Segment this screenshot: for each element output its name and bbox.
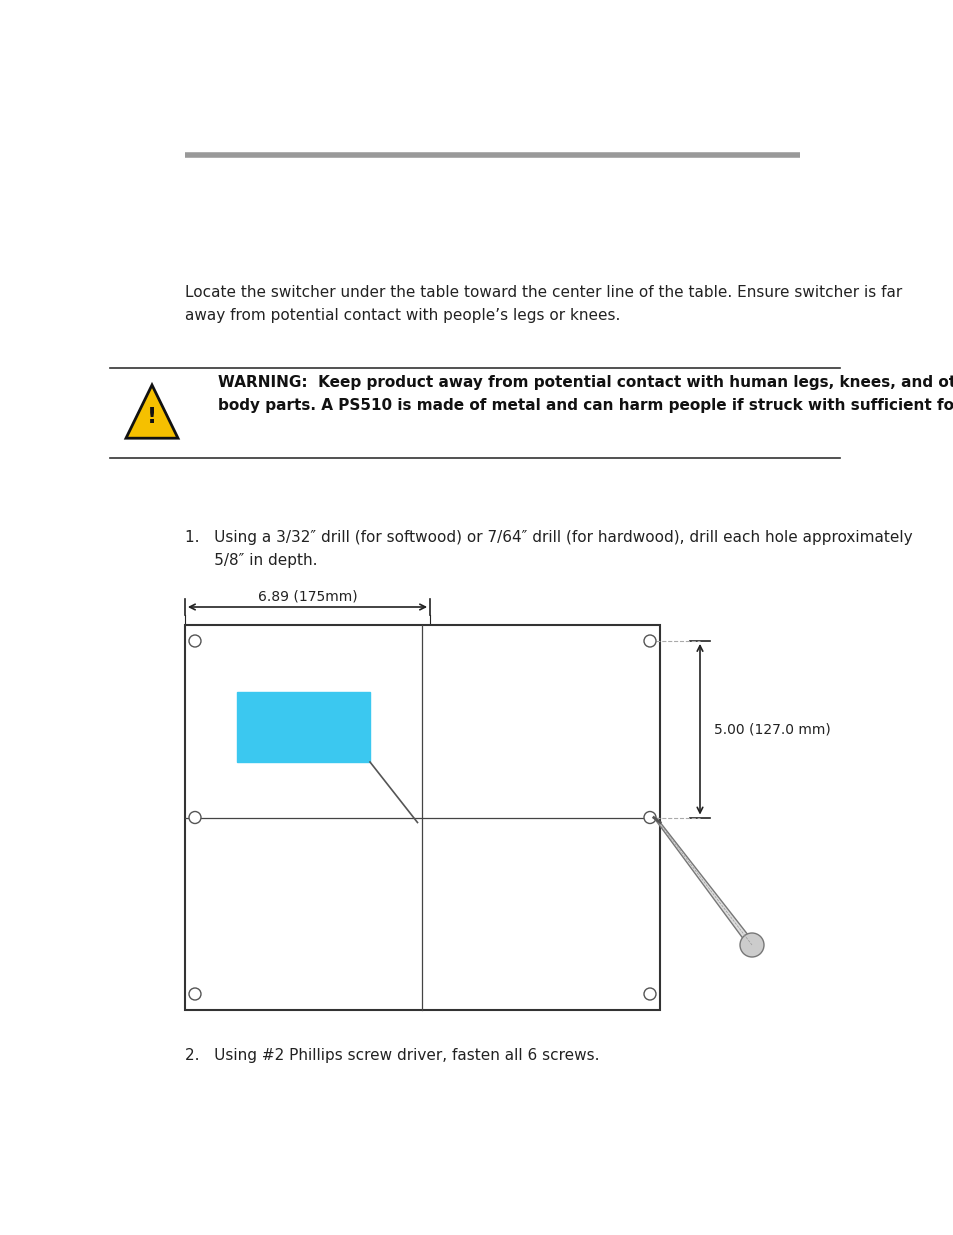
Text: Locate the switcher under the table toward the center line of the table. Ensure : Locate the switcher under the table towa…	[185, 285, 902, 322]
Circle shape	[740, 932, 763, 957]
Text: 2.   Using #2 Phillips screw driver, fasten all 6 screws.: 2. Using #2 Phillips screw driver, faste…	[185, 1049, 598, 1063]
Bar	[236, 692, 370, 762]
Bar	[185, 625, 659, 1010]
Circle shape	[189, 988, 201, 1000]
Text: 5.00 (127.0 mm): 5.00 (127.0 mm)	[713, 722, 830, 736]
Polygon shape	[126, 385, 178, 438]
Polygon shape	[653, 818, 760, 952]
Text: 1.   Using a 3/32″ drill (for softwood) or 7/64″ drill (for hardwood), drill eac: 1. Using a 3/32″ drill (for softwood) or…	[185, 530, 912, 568]
Circle shape	[189, 811, 201, 824]
Text: 6.89 (175mm): 6.89 (175mm)	[257, 589, 357, 603]
Text: WARNING:  Keep product away from potential contact with human legs, knees, and o: WARNING: Keep product away from potentia…	[218, 375, 953, 412]
Circle shape	[643, 635, 656, 647]
Circle shape	[643, 811, 656, 824]
Text: !: !	[147, 408, 157, 427]
Circle shape	[189, 635, 201, 647]
Circle shape	[643, 988, 656, 1000]
